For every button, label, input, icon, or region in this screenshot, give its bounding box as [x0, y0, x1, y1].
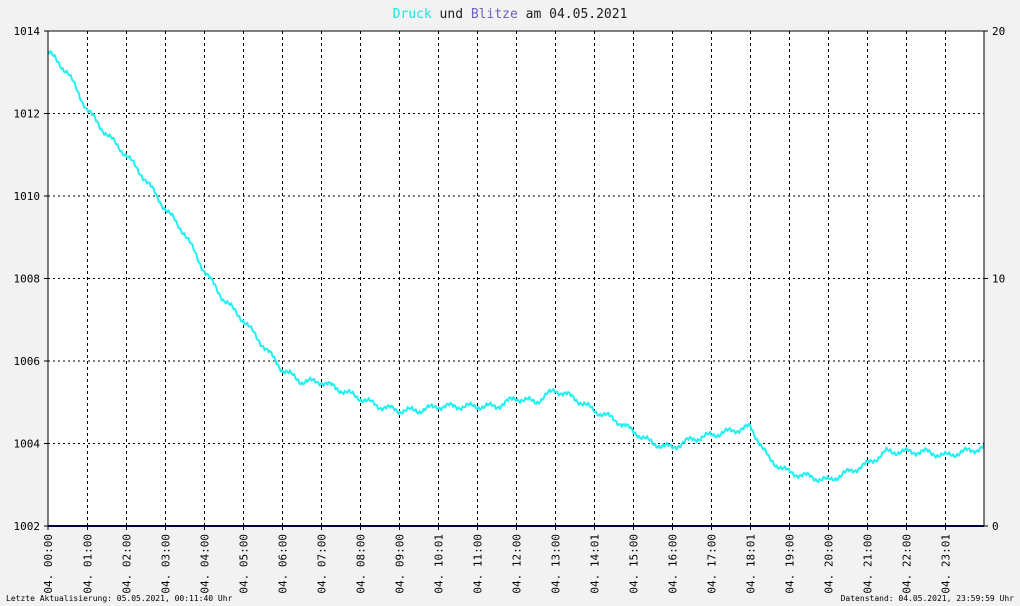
x-tick-label: 04. 00:00 — [42, 534, 55, 594]
x-tick-label: 04. 14:01 — [589, 534, 602, 594]
y-left-tick-label: 1014 — [14, 25, 41, 38]
grid — [48, 31, 984, 526]
x-tick-label: 04. 01:00 — [82, 534, 95, 594]
title-blitze: Blitze — [471, 7, 518, 22]
y-right-tick-label: 0 — [992, 520, 999, 533]
y-left-tick-label: 1010 — [14, 190, 41, 203]
x-tick-label: 04. 21:00 — [862, 534, 875, 594]
x-tick-label: 04. 22:00 — [901, 534, 914, 594]
footer-data-status: Datenstand: 04.05.2021, 23:59:59 Uhr — [841, 594, 1015, 603]
x-tick-label: 04. 16:00 — [667, 534, 680, 594]
plot-frame — [47, 30, 985, 527]
x-tick-label: 04. 11:00 — [472, 534, 485, 594]
x-tick-label: 04. 17:00 — [706, 534, 719, 594]
x-tick-label: 04. 07:00 — [316, 534, 329, 594]
chart-title: Druck und Blitze am 04.05.2021 — [393, 7, 628, 22]
y-left-tick-label: 1006 — [14, 355, 41, 368]
x-tick-label: 04. 03:00 — [160, 534, 173, 594]
x-tick-label: 04. 23:01 — [940, 534, 953, 594]
y-left-tick-label: 1012 — [14, 108, 41, 121]
x-tick-label: 04. 18:01 — [745, 534, 758, 594]
x-tick-label: 04. 13:00 — [550, 534, 563, 594]
x-tick-label: 04. 04:00 — [199, 534, 212, 594]
title-und: und — [432, 7, 471, 22]
y-left-tick-label: 1008 — [14, 273, 41, 286]
series-druck-line — [47, 50, 985, 484]
y-left-tick-label: 1004 — [14, 438, 41, 451]
y-left-tick-label: 1002 — [14, 520, 41, 533]
x-tick-label: 04. 02:00 — [121, 534, 134, 594]
x-tick-label: 04. 06:00 — [277, 534, 290, 594]
y-right-tick-label: 20 — [992, 25, 1005, 38]
y-right-tick-label: 10 — [992, 273, 1005, 286]
title-date: am 04.05.2021 — [518, 7, 628, 22]
x-tick-label: 04. 15:00 — [628, 534, 641, 594]
x-tick-label: 04. 10:01 — [433, 534, 446, 594]
x-tick-label: 04. 12:00 — [511, 534, 524, 594]
x-tick-label: 04. 09:00 — [394, 534, 407, 594]
x-tick-label: 04. 19:00 — [784, 534, 797, 594]
y-axis-right: 0 10 20 — [984, 25, 1005, 533]
footer-last-update: Letzte Aktualisierung: 05.05.2021, 00:11… — [6, 594, 233, 603]
x-tick-label: 04. 08:00 — [355, 534, 368, 594]
x-tick-label: 04. 05:00 — [238, 534, 251, 594]
x-tick-label: 04. 20:00 — [823, 534, 836, 594]
y-axis-left: 1002 1004 1006 1008 1010 1012 1014 — [14, 25, 48, 533]
title-druck: Druck — [393, 7, 432, 22]
x-axis: 04. 00:00 04. 01:00 04. 02:00 04. 03:00 04. … — [42, 526, 953, 594]
